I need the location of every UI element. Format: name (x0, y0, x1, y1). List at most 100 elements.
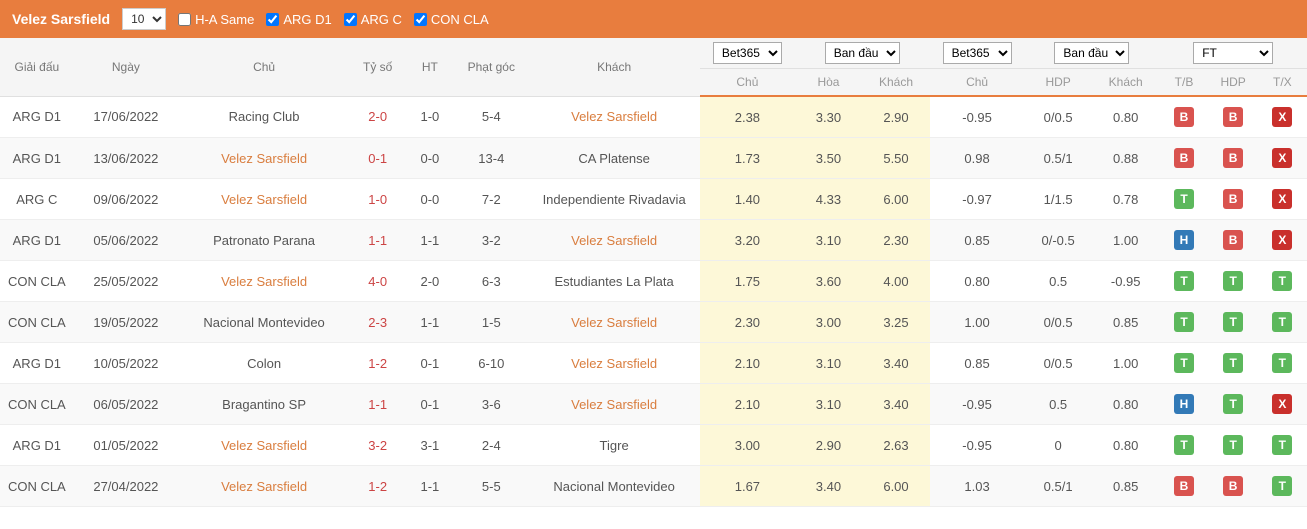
cell-o3: 2.30 (862, 220, 930, 261)
result-badge: T (1272, 353, 1292, 373)
cell-corner: 7-2 (454, 179, 528, 220)
col-hdp-home: Chủ (930, 69, 1025, 97)
cell-corner: 6-3 (454, 261, 528, 302)
result-badge: T (1174, 353, 1194, 373)
filter-checkbox[interactable] (344, 13, 357, 26)
filter-checkbox[interactable] (414, 13, 427, 26)
ft-select[interactable]: FT (1193, 42, 1273, 64)
cell-league: CON CLA (0, 466, 74, 507)
col-hdp-away: Khách (1092, 69, 1160, 97)
cell-b2: T (1209, 261, 1258, 302)
cell-o3: 3.40 (862, 384, 930, 425)
col-odds-away: Khách (862, 69, 930, 97)
cell-ht: 0-1 (405, 343, 454, 384)
filter-2[interactable]: ARG C (344, 12, 402, 27)
cell-h3: 0.80 (1092, 425, 1160, 466)
filter-1[interactable]: ARG D1 (266, 12, 331, 27)
result-badge: T (1272, 271, 1292, 291)
cell-h1: 0.85 (930, 220, 1025, 261)
cell-home: Velez Sarsfield (178, 179, 350, 220)
matches-table: Giải đấu Ngày Chủ Tỷ số HT Phạt góc Khác… (0, 38, 1307, 507)
result-badge: T (1272, 435, 1292, 455)
cell-o3: 6.00 (862, 466, 930, 507)
result-badge: T (1174, 271, 1194, 291)
cell-h3: 0.88 (1092, 138, 1160, 179)
cell-b3: T (1258, 343, 1307, 384)
cell-b1: T (1159, 343, 1208, 384)
col-date: Ngày (74, 38, 178, 96)
cell-h1: 1.03 (930, 466, 1025, 507)
cell-ht: 0-0 (405, 179, 454, 220)
cell-h3: 0.85 (1092, 466, 1160, 507)
col-hdp: HDP (1024, 69, 1092, 97)
initial1-select[interactable]: Ban đầu (825, 42, 900, 64)
filter-checkbox[interactable] (178, 13, 191, 26)
cell-away: Estudiantes La Plata (528, 261, 700, 302)
cell-score: 1-1 (350, 384, 405, 425)
cell-league: CON CLA (0, 384, 74, 425)
cell-league: ARG D1 (0, 425, 74, 466)
cell-league: ARG D1 (0, 343, 74, 384)
col-odds-draw: Hòa (795, 69, 863, 97)
cell-o2: 3.10 (795, 220, 863, 261)
cell-h3: 0.85 (1092, 302, 1160, 343)
cell-b3: X (1258, 179, 1307, 220)
team-title: Velez Sarsfield (12, 11, 110, 27)
cell-ht: 1-1 (405, 466, 454, 507)
initial2-select[interactable]: Ban đầu (1054, 42, 1129, 64)
cell-b2: T (1209, 425, 1258, 466)
cell-h3: 1.00 (1092, 220, 1160, 261)
result-badge: T (1223, 394, 1243, 414)
cell-corner: 6-10 (454, 343, 528, 384)
result-badge: B (1174, 148, 1194, 168)
table-row: ARG D113/06/2022Velez Sarsfield0-10-013-… (0, 138, 1307, 179)
cell-date: 10/05/2022 (74, 343, 178, 384)
cell-h1: -0.95 (930, 425, 1025, 466)
cell-h2: 0/0.5 (1024, 96, 1092, 138)
filter-checkbox[interactable] (266, 13, 279, 26)
cell-h3: 0.78 (1092, 179, 1160, 220)
bookmaker2-cell: Bet365 (930, 38, 1025, 69)
cell-score: 1-2 (350, 466, 405, 507)
cell-league: ARG D1 (0, 96, 74, 138)
cell-o2: 4.33 (795, 179, 863, 220)
cell-away: Nacional Montevideo (528, 466, 700, 507)
cell-o3: 4.00 (862, 261, 930, 302)
cell-corner: 3-6 (454, 384, 528, 425)
ft-cell: FT (1159, 38, 1307, 69)
cell-b1: T (1159, 425, 1208, 466)
cell-score: 1-0 (350, 179, 405, 220)
cell-b2: T (1209, 343, 1258, 384)
cell-b3: T (1258, 425, 1307, 466)
cell-ht: 1-0 (405, 96, 454, 138)
col-ht: HT (405, 38, 454, 96)
cell-h1: 0.85 (930, 343, 1025, 384)
cell-corner: 1-5 (454, 302, 528, 343)
result-badge: T (1223, 312, 1243, 332)
filter-0[interactable]: H-A Same (178, 12, 254, 27)
bookmaker2-select[interactable]: Bet365 (943, 42, 1012, 64)
cell-h1: -0.95 (930, 384, 1025, 425)
cell-o3: 6.00 (862, 179, 930, 220)
cell-ht: 3-1 (405, 425, 454, 466)
filter-3[interactable]: CON CLA (414, 12, 489, 27)
cell-home: Velez Sarsfield (178, 261, 350, 302)
result-badge: X (1272, 148, 1292, 168)
cell-corner: 13-4 (454, 138, 528, 179)
cell-o3: 5.50 (862, 138, 930, 179)
cell-date: 27/04/2022 (74, 466, 178, 507)
filter-label: CON CLA (431, 12, 489, 27)
result-badge: T (1223, 353, 1243, 373)
bookmaker1-select[interactable]: Bet365 (713, 42, 782, 64)
cell-h1: -0.97 (930, 179, 1025, 220)
cell-league: ARG C (0, 179, 74, 220)
cell-score: 2-3 (350, 302, 405, 343)
cell-b3: X (1258, 220, 1307, 261)
col-tx: T/X (1258, 69, 1307, 97)
cell-score: 3-2 (350, 425, 405, 466)
cell-o1: 2.10 (700, 343, 795, 384)
cell-h1: 0.98 (930, 138, 1025, 179)
row-count-select[interactable]: 10 (122, 8, 166, 30)
cell-home: Velez Sarsfield (178, 425, 350, 466)
cell-corner: 5-4 (454, 96, 528, 138)
